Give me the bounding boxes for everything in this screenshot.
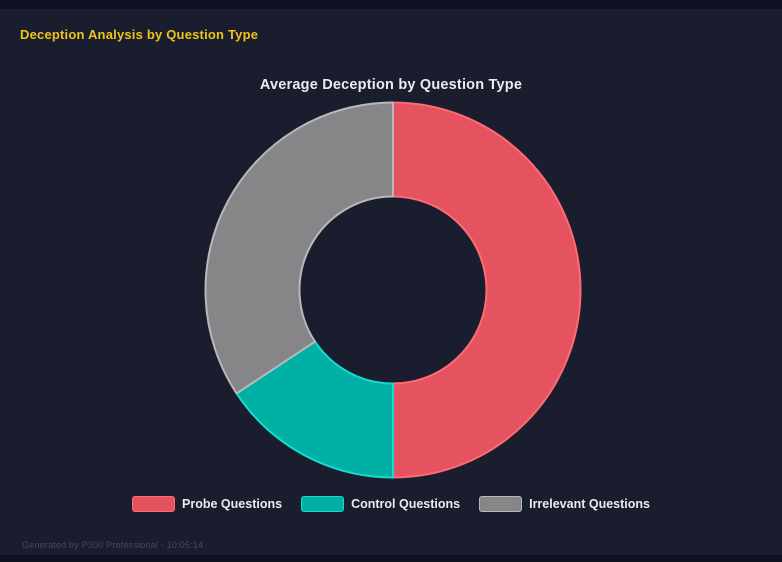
legend-swatch-control-questions	[301, 496, 345, 512]
legend-label-control-questions: Control Questions	[351, 497, 461, 511]
footer-text: Generated by P300 Professional - 10:05:1…	[22, 540, 204, 550]
legend-item-probe-questions[interactable]: Probe Questions	[132, 496, 282, 512]
bottom-edge	[0, 555, 782, 562]
legend-label-irrelevant-questions: Irrelevant Questions	[529, 497, 650, 511]
legend-item-control-questions[interactable]: Control Questions	[301, 496, 460, 512]
report-title: Deception Analysis by Question Type	[20, 27, 259, 42]
top-edge	[0, 0, 782, 9]
chart-title: Average Deception by Question Type	[259, 77, 523, 93]
chart-legend: Probe Questions Control Questions Irreleva…	[0, 496, 782, 512]
legend-item-irrelevant-questions[interactable]: Irrelevant Questions	[479, 496, 650, 512]
donut-segment-control-questions[interactable]	[235, 340, 394, 479]
legend-swatch-probe-questions	[132, 496, 176, 512]
legend-label-probe-questions: Probe Questions	[182, 497, 283, 511]
donut-segment-irrelevant-questions[interactable]	[204, 101, 394, 395]
donut-chart	[204, 101, 582, 479]
legend-swatch-irrelevant-questions	[479, 496, 523, 512]
donut-segment-probe-questions[interactable]	[392, 101, 582, 479]
